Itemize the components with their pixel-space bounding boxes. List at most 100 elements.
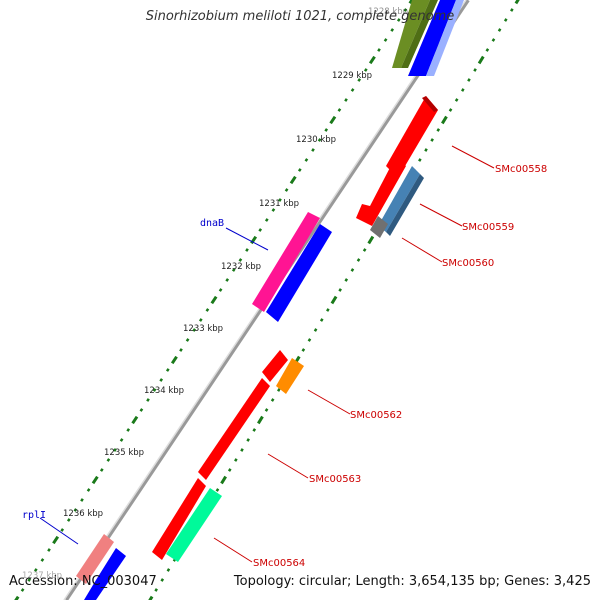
- scale-tick: [139, 408, 144, 412]
- scale-tick: [220, 475, 227, 485]
- gene-feature-smc00559[interactable]: [356, 156, 406, 226]
- scale-tick: [227, 468, 232, 472]
- leader-lines: [39, 145, 495, 563]
- scale-tick: [159, 378, 164, 382]
- gene-feature-smc00562-orange[interactable]: [276, 358, 304, 394]
- scale-tick: [126, 428, 131, 432]
- scale-tick: [503, 18, 508, 22]
- scale-tick: [436, 128, 441, 132]
- scale-tick: [198, 318, 203, 322]
- scale-tick: [313, 328, 318, 332]
- scale-tick: [510, 8, 514, 12]
- scale-tick: [403, 8, 408, 12]
- scale-tick: [278, 198, 282, 202]
- scale-tick: [170, 355, 178, 365]
- scale-tick: [154, 588, 158, 592]
- gene-feature-dnaB-magenta[interactable]: [252, 212, 320, 312]
- gene-feature-rplI-pink[interactable]: [76, 534, 114, 584]
- scale-tick: [33, 568, 38, 572]
- scale-tick: [477, 55, 485, 65]
- gene-feature-olive[interactable]: [392, 0, 438, 68]
- scale-tick: [91, 475, 99, 485]
- scale-tick: [448, 108, 453, 112]
- scale-tick: [179, 348, 183, 352]
- scale-tick: [119, 438, 124, 442]
- scale-tick: [356, 258, 361, 262]
- scale-tick: [73, 508, 78, 512]
- scale-label: 1234 kbp: [144, 386, 184, 396]
- gene-feature-smc00560[interactable]: [370, 216, 388, 238]
- gene-feature-smc00559-steel[interactable]: [378, 166, 424, 236]
- scale-tick: [86, 488, 91, 492]
- scale-label: 1228 kbp: [368, 7, 408, 17]
- scale-tick: [165, 368, 170, 372]
- gene-label-smc00560[interactable]: SMc00560: [442, 258, 494, 269]
- gene-label-smc00562[interactable]: SMc00562: [350, 410, 402, 421]
- scale-tick: [396, 18, 401, 22]
- gene-label-smc00563[interactable]: SMc00563: [309, 474, 361, 485]
- scale-tick: [99, 468, 104, 472]
- scale-tick: [40, 558, 45, 562]
- gene-label-rplI[interactable]: rplI: [22, 510, 46, 521]
- scale-tick: [218, 288, 223, 292]
- scale-tick: [277, 388, 281, 392]
- scale-tick: [424, 148, 428, 152]
- gene-feature-smc00558[interactable]: [386, 96, 438, 178]
- scale-tick: [270, 398, 275, 402]
- gene-feature-smc00562-red[interactable]: [262, 350, 288, 382]
- scale-tick: [491, 38, 496, 42]
- scale-tick: [362, 248, 367, 252]
- map-title: Sinorhizobium meliloti 1021, complete ge…: [145, 9, 455, 24]
- scale-tick: [454, 98, 459, 102]
- gene-label-smc00558[interactable]: SMc00558: [495, 164, 547, 175]
- scale-tick: [350, 268, 355, 272]
- scale-tick: [152, 388, 157, 392]
- scale-tick: [252, 428, 257, 432]
- scale-tick: [514, 0, 520, 5]
- gene-feature-dnaB-blue[interactable]: [266, 224, 332, 322]
- scale-tick: [329, 115, 337, 125]
- scale-tick: [106, 458, 111, 462]
- scale-tick: [350, 88, 355, 92]
- scale-tick: [113, 448, 117, 452]
- scale-label: 1230 kbp: [296, 135, 336, 145]
- scale-tick: [324, 128, 329, 132]
- scale-tick: [311, 148, 315, 152]
- scale-tick: [357, 78, 362, 82]
- gene-label-dnaB[interactable]: dnaB: [200, 218, 224, 229]
- gene-label-smc00564[interactable]: SMc00564: [253, 558, 305, 569]
- scale-tick: [238, 258, 243, 262]
- scale-tick: [245, 248, 249, 252]
- scale-tick: [246, 438, 250, 442]
- scale-tick: [264, 218, 269, 222]
- scale-tick: [60, 528, 65, 532]
- gene-feature-rplI-blue[interactable]: [84, 548, 126, 600]
- scale-label: 1236 kbp: [63, 509, 103, 519]
- scale-label: 1237 kbp: [22, 571, 62, 581]
- scale-tick: [326, 308, 330, 312]
- scale-tick: [131, 415, 139, 425]
- scale-tick: [20, 588, 25, 592]
- scale-tick: [485, 48, 490, 52]
- scale-tick: [80, 498, 84, 502]
- scale-label: 1229 kbp: [332, 71, 372, 81]
- scale-tick: [473, 68, 477, 72]
- scale-tick: [166, 568, 171, 572]
- scale-tick: [418, 158, 422, 162]
- gene-feature-smc00564-red[interactable]: [152, 478, 206, 560]
- scale-tick: [215, 488, 220, 492]
- gene-feature-blue-top[interactable]: [408, 0, 464, 76]
- scale-tick: [497, 28, 502, 32]
- scale-tick: [146, 398, 150, 402]
- scale-tick: [257, 415, 264, 425]
- scale-label: 1235 kbp: [104, 448, 144, 458]
- scale-tick: [367, 235, 375, 245]
- gene-feature-smc00563[interactable]: [198, 378, 270, 480]
- gene-feature-smc00564-green[interactable]: [166, 488, 222, 562]
- gene-label-smc00559[interactable]: SMc00559: [462, 222, 514, 233]
- scale-tick: [330, 295, 338, 305]
- scale-tick: [307, 338, 312, 342]
- scale-tick: [185, 338, 190, 342]
- scale-tick: [344, 98, 348, 102]
- scale-tick: [27, 578, 32, 582]
